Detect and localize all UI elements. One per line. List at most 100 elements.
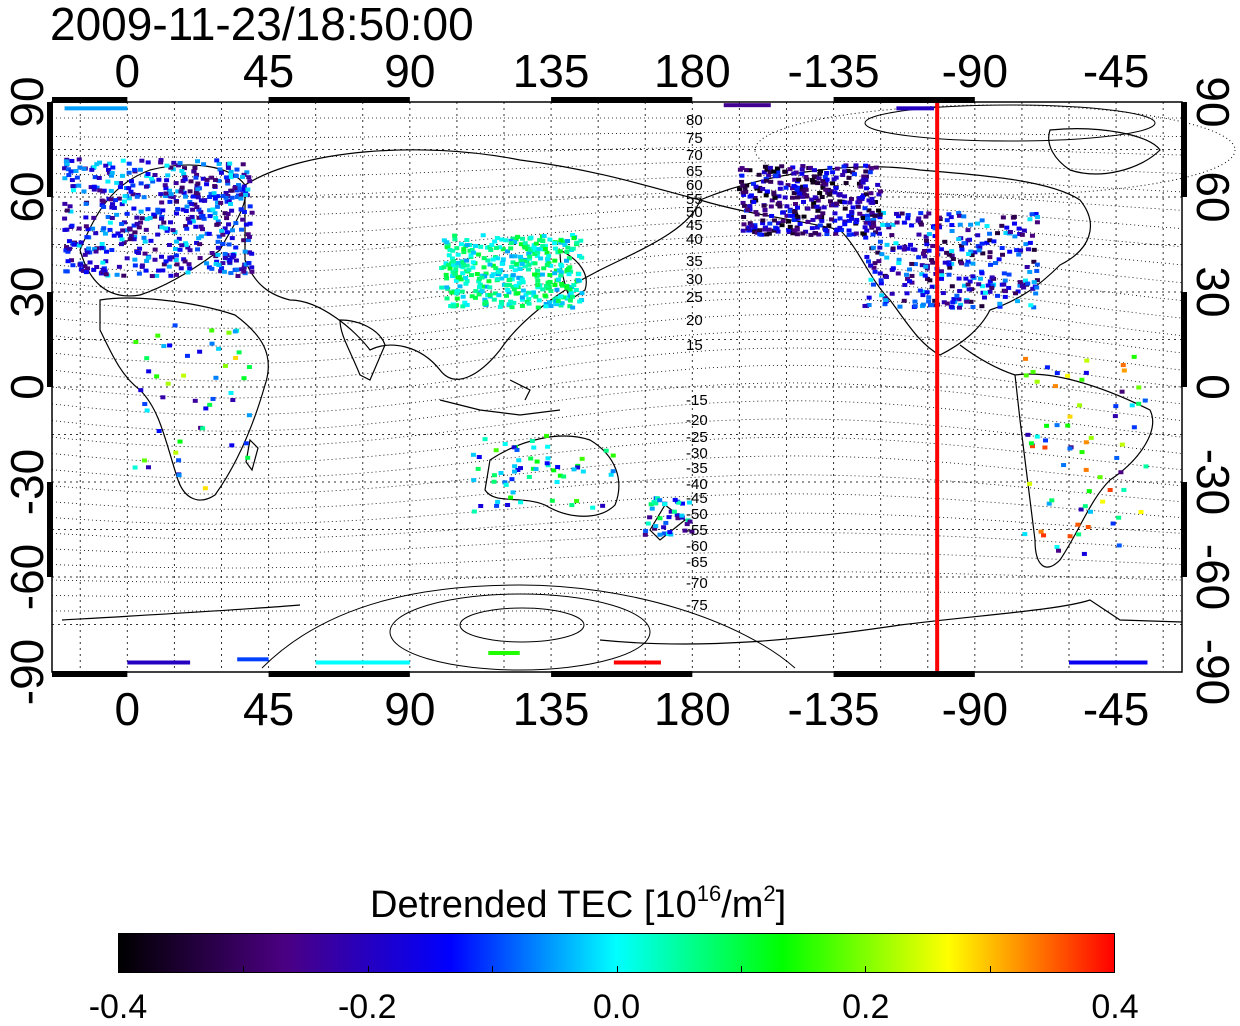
tec-observation-point [207, 402, 213, 407]
tec-observation-point [777, 186, 783, 191]
tec-observation-point [930, 260, 936, 265]
tec-observation-point [226, 242, 232, 247]
y-tick-label-left: 60 [1, 171, 53, 223]
tec-observation-point [903, 272, 909, 277]
tec-observation-point [949, 249, 955, 254]
tec-observation-point [520, 280, 526, 285]
tec-observation-point [743, 168, 749, 173]
tec-observation-point [141, 458, 147, 463]
tec-observation-point [159, 225, 165, 230]
tec-observation-point [801, 214, 807, 219]
tec-observation-point [198, 210, 204, 215]
tec-observation-point [118, 181, 124, 186]
tec-observation-point [668, 509, 674, 514]
tec-observation-point [1054, 545, 1060, 550]
tec-observation-point [975, 221, 981, 226]
tec-observation-point [476, 292, 482, 297]
tec-observation-point [965, 259, 971, 264]
tec-observation-point [865, 259, 871, 264]
tec-observation-point [450, 259, 456, 264]
tec-observation-point [124, 256, 130, 261]
tec-observation-point [821, 205, 827, 210]
y-tick-label-right: -60 [1187, 543, 1239, 611]
tec-observation-point [762, 227, 768, 232]
tec-observation-point [555, 465, 561, 470]
tec-observation-point [507, 277, 513, 282]
tec-observation-point [178, 266, 184, 271]
tec-observation-point [863, 163, 869, 168]
tec-observation-point [97, 188, 103, 193]
tec-observation-point [923, 264, 929, 269]
tec-observation-point [495, 499, 501, 504]
tec-observation-point [229, 228, 235, 233]
tec-observation-point [865, 213, 871, 218]
tec-observation-point [132, 230, 138, 235]
tec-observation-point [238, 196, 244, 201]
tec-observation-point [512, 469, 518, 474]
tec-observation-point [536, 298, 542, 303]
y-tick-label-right: 30 [1187, 266, 1239, 318]
tec-observation-point [538, 256, 544, 261]
tec-observation-point [68, 169, 74, 174]
tec-observation-point [64, 161, 70, 166]
x-tick-label-bottom: 90 [384, 683, 436, 735]
tec-observation-point [131, 237, 137, 242]
tec-observation-point [1082, 504, 1088, 509]
tec-observation-point [809, 197, 815, 202]
tec-observation-point [1030, 369, 1036, 374]
tec-observation-point [780, 219, 786, 224]
tec-observation-point [742, 186, 748, 191]
tec-observation-point [570, 305, 576, 310]
tec-observation-point [173, 253, 179, 258]
tec-observation-point [552, 271, 558, 276]
tec-observation-point [88, 185, 94, 190]
tec-observation-point [225, 181, 231, 186]
tec-observation-point [880, 222, 886, 227]
tec-observation-point [1065, 373, 1071, 378]
tec-observation-point [577, 299, 583, 304]
tec-observation-point [247, 204, 253, 209]
tec-observation-point [241, 209, 247, 214]
tec-observation-point [165, 173, 171, 178]
tec-observation-point [138, 388, 144, 393]
tec-observation-point [790, 186, 796, 191]
tec-observation-point [127, 226, 133, 231]
tec-observation-point [195, 159, 201, 164]
tec-observation-point [957, 222, 963, 227]
tec-observation-point [542, 293, 548, 298]
tec-observation-point [246, 175, 252, 180]
y-tick-label-left: 90 [1, 76, 53, 128]
tec-observation-point [241, 184, 247, 189]
tec-observation-point [799, 167, 805, 172]
tec-observation-point [824, 232, 830, 237]
tec-observation-point [1143, 464, 1149, 469]
tec-observation-point [961, 241, 967, 246]
tec-observation-point [141, 195, 147, 200]
tec-observation-point [146, 369, 152, 374]
tec-observation-point [128, 189, 134, 194]
tec-observation-point [509, 477, 515, 482]
tec-observation-point [241, 269, 247, 274]
tec-observation-point [764, 167, 770, 172]
tec-observation-point [236, 183, 242, 188]
tec-observation-point [739, 173, 745, 178]
tec-observation-point [979, 271, 985, 276]
tec-observation-point [198, 234, 204, 239]
tec-observation-point [873, 165, 879, 170]
tec-observation-point [479, 289, 485, 294]
tec-observation-point [948, 304, 954, 309]
magnetic-latitude-contour [51, 436, 1183, 480]
tec-observation-point [816, 214, 822, 219]
tec-observation-point [803, 229, 809, 234]
tec-observation-point [576, 272, 582, 277]
tec-observation-point [878, 278, 884, 283]
tec-observation-point [91, 165, 97, 170]
tec-observation-point [495, 277, 501, 282]
tec-observation-point [868, 263, 874, 268]
tec-observation-point [1112, 414, 1118, 419]
tec-observation-point [853, 231, 859, 236]
tec-observation-point [133, 340, 139, 345]
tec-observation-point [518, 259, 524, 264]
tec-observation-point [662, 502, 668, 507]
tec-observation-point [915, 218, 921, 223]
